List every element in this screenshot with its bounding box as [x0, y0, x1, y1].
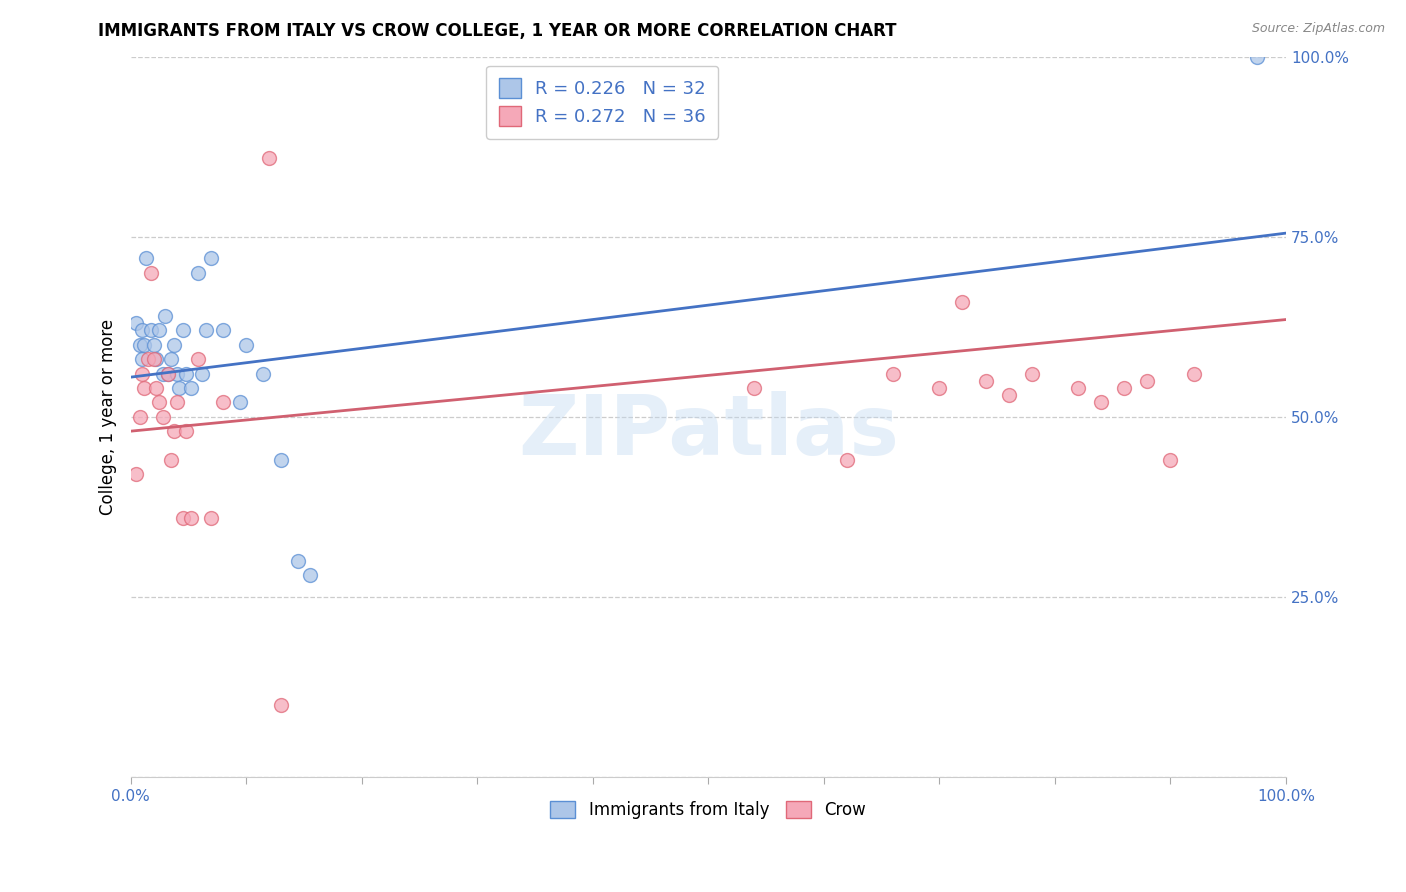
Point — [270, 453, 292, 467]
Point — [125, 467, 148, 482]
Text: ZIPatlas: ZIPatlas — [517, 391, 898, 472]
Point — [194, 323, 217, 337]
Point — [252, 367, 274, 381]
Point — [145, 352, 167, 367]
Point — [141, 266, 163, 280]
Point — [1114, 381, 1136, 395]
Point — [212, 395, 235, 409]
Point — [1021, 367, 1043, 381]
Point — [131, 352, 153, 367]
Point — [128, 337, 150, 351]
Y-axis label: College, 1 year or more: College, 1 year or more — [100, 318, 117, 515]
Point — [141, 323, 163, 337]
Point — [1182, 367, 1205, 381]
Point — [187, 352, 209, 367]
Text: Source: ZipAtlas.com: Source: ZipAtlas.com — [1251, 22, 1385, 36]
Point — [1136, 374, 1159, 388]
Point — [172, 510, 194, 524]
Point — [160, 352, 183, 367]
Point — [163, 337, 186, 351]
Point — [134, 337, 156, 351]
Point — [166, 367, 188, 381]
Point — [257, 151, 280, 165]
Point — [148, 323, 170, 337]
Point — [200, 510, 222, 524]
Point — [287, 554, 309, 568]
Point — [125, 316, 148, 330]
Point — [191, 367, 214, 381]
Point — [155, 309, 177, 323]
Point — [174, 367, 197, 381]
Point — [928, 381, 950, 395]
Point — [131, 367, 153, 381]
Point — [180, 510, 202, 524]
Point — [134, 381, 156, 395]
Point — [167, 381, 190, 395]
Point — [952, 294, 974, 309]
Point — [200, 252, 222, 266]
Point — [156, 367, 179, 381]
Point — [163, 424, 186, 438]
Point — [135, 252, 157, 266]
Point — [152, 367, 174, 381]
Point — [128, 409, 150, 424]
Point — [180, 381, 202, 395]
Point — [145, 381, 167, 395]
Point — [835, 453, 858, 467]
Point — [148, 395, 170, 409]
Point — [298, 568, 321, 582]
Point — [1090, 395, 1112, 409]
Point — [229, 395, 252, 409]
Point — [187, 266, 209, 280]
Point — [1067, 381, 1090, 395]
Point — [172, 323, 194, 337]
Point — [744, 381, 766, 395]
Point — [142, 337, 165, 351]
Legend: Immigrants from Italy, Crow: Immigrants from Italy, Crow — [544, 795, 873, 826]
Point — [131, 323, 153, 337]
Point — [997, 388, 1019, 402]
Point — [174, 424, 197, 438]
Point — [1246, 50, 1268, 64]
Point — [882, 367, 904, 381]
Point — [270, 698, 292, 712]
Point — [160, 453, 183, 467]
Text: IMMIGRANTS FROM ITALY VS CROW COLLEGE, 1 YEAR OR MORE CORRELATION CHART: IMMIGRANTS FROM ITALY VS CROW COLLEGE, 1… — [98, 22, 897, 40]
Point — [136, 352, 159, 367]
Point — [142, 352, 165, 367]
Point — [1159, 453, 1181, 467]
Point — [156, 367, 179, 381]
Point — [166, 395, 188, 409]
Point — [974, 374, 997, 388]
Point — [212, 323, 235, 337]
Point — [235, 337, 257, 351]
Point — [152, 409, 174, 424]
